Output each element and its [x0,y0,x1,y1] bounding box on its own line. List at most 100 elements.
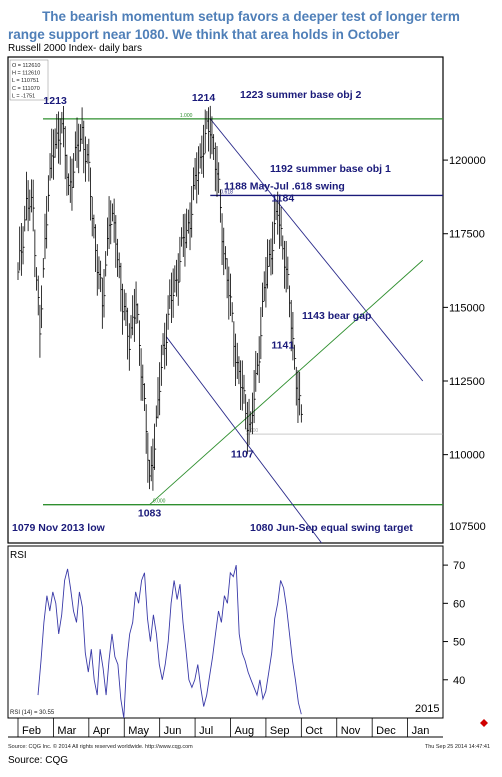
headline: The bearish momentum setup favors a deep… [0,0,502,42]
price-bar [145,404,148,454]
level-1083-label: 0.000 [153,499,166,505]
price-bar [230,273,233,317]
level-1188-label: 0.618 [220,189,233,195]
price-bar [204,109,207,154]
x-axis-label: Mar [57,725,76,737]
price-bar [88,138,91,182]
trendline-upper-downtrend [209,118,424,382]
price-bar [253,370,256,424]
price-bar [219,189,222,223]
price-bar [166,313,169,366]
price-bar [292,312,295,361]
price-bar [179,236,182,282]
annotation-label: 1083 [138,507,162,519]
price-bar [59,118,62,165]
x-axis-label: Feb [22,725,41,737]
price-y-tick-label: 112500 [449,376,485,388]
price-bar [287,256,290,290]
price-bar [144,383,147,411]
annotation-label: 1107 [231,449,254,461]
annotation-label: 1143 bear gap [302,310,371,322]
x-axis-label: Nov [341,725,361,737]
price-bar [198,146,201,195]
ohlc-legend-entry: L = -1751 [12,93,35,99]
price-bar [22,226,25,265]
price-bar [272,221,275,275]
annotation-label: 1213 [43,95,67,107]
price-bar [37,275,40,316]
x-axis-label: Oct [305,725,322,737]
footer-copyright: Source: CQG Inc. © 2014 All rights reser… [8,744,193,750]
price-bar [154,423,157,470]
price-bar [103,269,106,318]
annotation-label: 1141 [271,340,294,352]
price-bar [231,302,234,323]
scroll-marker-icon [480,719,488,727]
price-bar [34,229,37,278]
price-bar [137,303,140,324]
annotation-label: 1184 [271,192,294,204]
rsi-y-tick-label: 60 [453,598,465,610]
x-axis-label: Jul [199,725,213,737]
x-axis-label: Apr [93,725,110,737]
annotation-label: 1188 May-Jul .618 swing [224,181,345,193]
footer-timestamp: Thu Sep 25 2014 14:47:41 [424,744,490,750]
price-bar [159,362,162,416]
price-bar [32,179,35,232]
price-bar [243,374,246,404]
headline-line-2: range support near 1080. We think that a… [8,27,400,42]
rsi-title: RSI [10,550,27,561]
rsi-y-tick-label: 70 [453,560,465,572]
price-bar [73,153,76,188]
source-label: Source: CQG [8,755,69,766]
price-y-tick-label: 120000 [449,155,486,167]
price-y-tick-label: 115000 [449,302,485,314]
price-bar [299,371,302,416]
price-bar [280,206,283,247]
price-bar [128,323,131,371]
price-bar [172,268,175,318]
x-axis-label: Jan [412,725,430,737]
x-axis-label: Sep [270,725,290,737]
chart-subtitle: Russell 2000 Index- daily bars [8,43,142,54]
ohlc-legend-box [9,59,49,101]
headline-line-1: The bearish momentum setup favors a deep… [42,9,460,24]
price-bar [218,162,221,194]
trendline-rising-support [149,259,424,506]
price-bar [260,307,263,360]
x-axis-label: Aug [235,725,255,737]
price-bar [160,344,163,386]
price-bar [90,167,93,221]
ohlc-legend-entry: H = 112610 [12,71,40,77]
rsi-readout: RSI (14) = 30.55 [10,710,55,716]
annotation-label: 1079 Nov 2013 low [12,522,106,534]
price-bar [47,175,50,212]
price-bar [273,198,276,244]
x-axis-label: Jun [164,725,182,737]
price-bar [203,124,206,178]
price-bar [46,195,49,249]
price-panel-frame [7,56,444,544]
level-1214-label: 1.000 [180,113,193,119]
annotation-label: 1192 summer base obj 1 [270,163,391,175]
ohlc-legend-entry: L = 110751 [12,78,39,84]
price-bar [167,295,170,330]
annotation-label: 1223 summer base obj 2 [240,89,362,101]
price-y-tick-label: 117500 [449,229,485,241]
price-bar [41,285,44,329]
price-bar [294,344,297,370]
annotation-label: 1214 [192,92,216,104]
price-bar [258,336,261,383]
price-bar [110,200,113,245]
price-y-tick-label: 110000 [449,450,485,462]
x-axis-label: May [128,725,149,737]
price-bar [139,320,142,366]
rsi-line [37,564,302,719]
rsi-y-tick-label: 50 [453,637,465,649]
ohlc-legend-entry: C = 111070 [12,86,40,92]
price-bar [39,304,42,358]
rsi-panel-frame [7,545,444,719]
price-bar [262,282,265,317]
